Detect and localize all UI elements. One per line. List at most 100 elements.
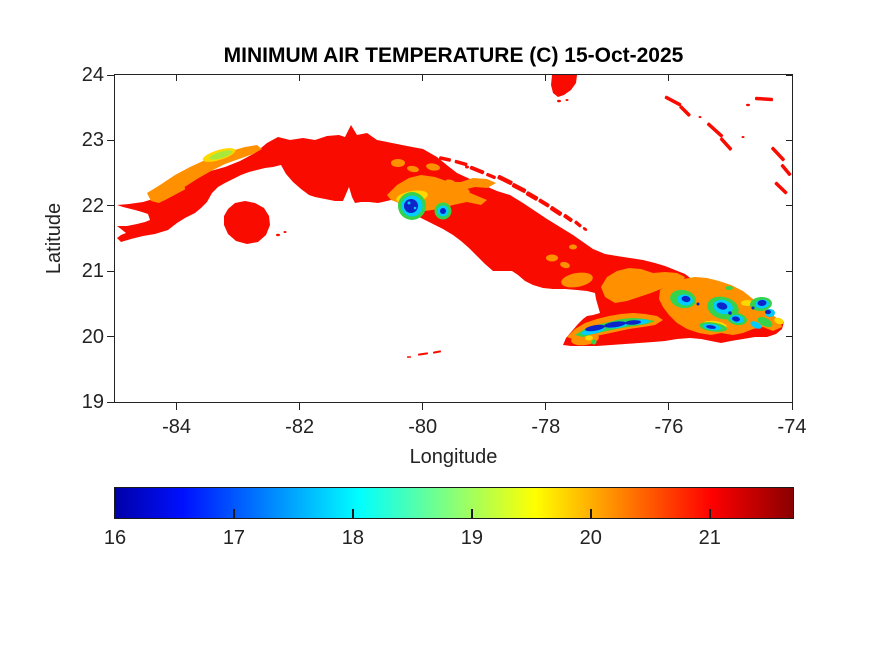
south-cay-dash bbox=[417, 352, 429, 356]
bahama-cay bbox=[774, 181, 788, 195]
y-tick-mark bbox=[107, 74, 114, 76]
juventud-speck bbox=[276, 233, 280, 237]
y-tick-mark-right bbox=[786, 139, 792, 141]
west-core-green bbox=[209, 150, 233, 160]
y-tick-mark bbox=[107, 205, 114, 207]
west-mountain-streak bbox=[160, 185, 186, 201]
north-cay-dot bbox=[465, 165, 469, 169]
west-mountain-band-orange bbox=[147, 145, 262, 203]
x-tick-mark bbox=[422, 403, 424, 410]
north-cay bbox=[525, 191, 539, 201]
x-tick-mark-top bbox=[668, 75, 670, 81]
massif-blue-core bbox=[706, 325, 716, 329]
x-tick-mark bbox=[176, 403, 178, 410]
camaguey-speck bbox=[569, 244, 577, 250]
massif-blue-dot bbox=[696, 302, 700, 306]
x-tick-mark bbox=[299, 403, 301, 410]
colorbar-tick-label: 19 bbox=[460, 527, 483, 549]
camaguey-speck bbox=[560, 261, 570, 269]
massif-blue-dot bbox=[728, 311, 732, 315]
x-tick-mark bbox=[791, 403, 793, 410]
y-tick-mark bbox=[107, 270, 114, 272]
chart-title: MINIMUM AIR TEMPERATURE (C) 15-Oct-2025 bbox=[223, 44, 684, 67]
y-tick-mark-right bbox=[786, 74, 792, 76]
massif-blue-core bbox=[681, 295, 691, 303]
cuba-temperature-map bbox=[117, 75, 792, 358]
massif-green bbox=[757, 317, 773, 327]
y-tick-mark-right bbox=[786, 336, 792, 338]
andros-speck bbox=[557, 99, 561, 103]
y-tick-label: 19 bbox=[81, 391, 104, 413]
bahama-cay-dot bbox=[698, 116, 702, 118]
y-tick-label: 20 bbox=[81, 325, 104, 348]
y-tick-mark bbox=[107, 336, 114, 338]
y-tick-label: 22 bbox=[81, 194, 104, 217]
x-tick-mark bbox=[668, 403, 670, 410]
north-hills-speck bbox=[407, 165, 419, 173]
north-cay bbox=[486, 172, 496, 180]
y-tick-mark-right bbox=[786, 401, 792, 403]
north-cay bbox=[454, 159, 468, 167]
x-tick-mark-top bbox=[791, 75, 793, 81]
andros-island bbox=[551, 75, 577, 97]
north-hills-speck bbox=[391, 159, 405, 167]
x-tick-label: -84 bbox=[162, 416, 191, 438]
north-cay bbox=[549, 206, 563, 216]
x-tick-label: -82 bbox=[285, 416, 315, 438]
escambray-spot2-blue-core bbox=[440, 208, 446, 214]
camaguey-speck bbox=[546, 254, 558, 262]
bahama-cay bbox=[780, 163, 792, 177]
y-tick-mark-right bbox=[786, 205, 792, 207]
y-tick-label: 23 bbox=[81, 129, 104, 152]
east-tip-yellow bbox=[774, 317, 784, 325]
north-hills-speck bbox=[426, 163, 440, 171]
bahama-cay bbox=[664, 95, 682, 107]
x-tick-label: -78 bbox=[531, 416, 561, 438]
colorbar-tick-mark bbox=[589, 509, 592, 518]
y-tick-mark bbox=[107, 401, 114, 403]
isla-de-la-juventud bbox=[224, 201, 270, 244]
colorbar-tick-mark bbox=[470, 509, 473, 518]
massif-blue-core bbox=[716, 302, 728, 310]
massif-blue-core bbox=[732, 316, 740, 322]
x-tick-mark-top bbox=[545, 75, 547, 81]
y-tick-label: 24 bbox=[81, 64, 104, 86]
north-cay bbox=[563, 213, 573, 223]
x-tick-mark-top bbox=[299, 75, 301, 81]
bahama-cay-dot bbox=[746, 103, 750, 107]
y-tick-mark-right bbox=[786, 270, 792, 272]
bahama-cay bbox=[771, 146, 785, 162]
juventud-speck bbox=[283, 231, 287, 233]
colorbar-tick-label: 18 bbox=[341, 527, 365, 549]
cabo-cruz-green bbox=[591, 339, 597, 345]
escambray-spot1-blue-core bbox=[404, 199, 418, 213]
massif-blue-core bbox=[765, 309, 771, 315]
massif-cyan bbox=[750, 321, 762, 329]
north-cay bbox=[574, 220, 582, 228]
north-cay bbox=[469, 165, 485, 175]
north-cay-dot bbox=[582, 227, 588, 231]
maestra-blue-core bbox=[585, 324, 605, 332]
spot1-speckle bbox=[407, 201, 411, 205]
colorbar bbox=[114, 487, 794, 519]
south-cay-dash bbox=[432, 350, 442, 354]
massif-yellow bbox=[741, 300, 753, 306]
colorbar-tick-mark bbox=[114, 509, 116, 518]
massif-blue-dot bbox=[751, 306, 755, 310]
bahama-cay-dot bbox=[741, 136, 745, 138]
x-tick-mark-top bbox=[422, 75, 424, 81]
colorbar-tick-mark bbox=[232, 509, 235, 518]
y-tick-mark bbox=[107, 139, 114, 141]
x-tick-label: -74 bbox=[777, 416, 807, 438]
y-tick-label: 21 bbox=[81, 260, 104, 283]
spot1-speckle bbox=[413, 206, 417, 210]
pre-maestra-orange bbox=[561, 272, 593, 288]
bahama-cay bbox=[706, 122, 724, 138]
maestra-blue-core bbox=[625, 320, 641, 325]
colorbar-tick-label: 20 bbox=[579, 527, 602, 549]
colorbar-tick-label: 21 bbox=[698, 527, 721, 549]
massif-blue-core bbox=[757, 299, 767, 307]
colorbar-tick-mark bbox=[708, 509, 711, 518]
oriente-north-orange bbox=[601, 268, 685, 303]
